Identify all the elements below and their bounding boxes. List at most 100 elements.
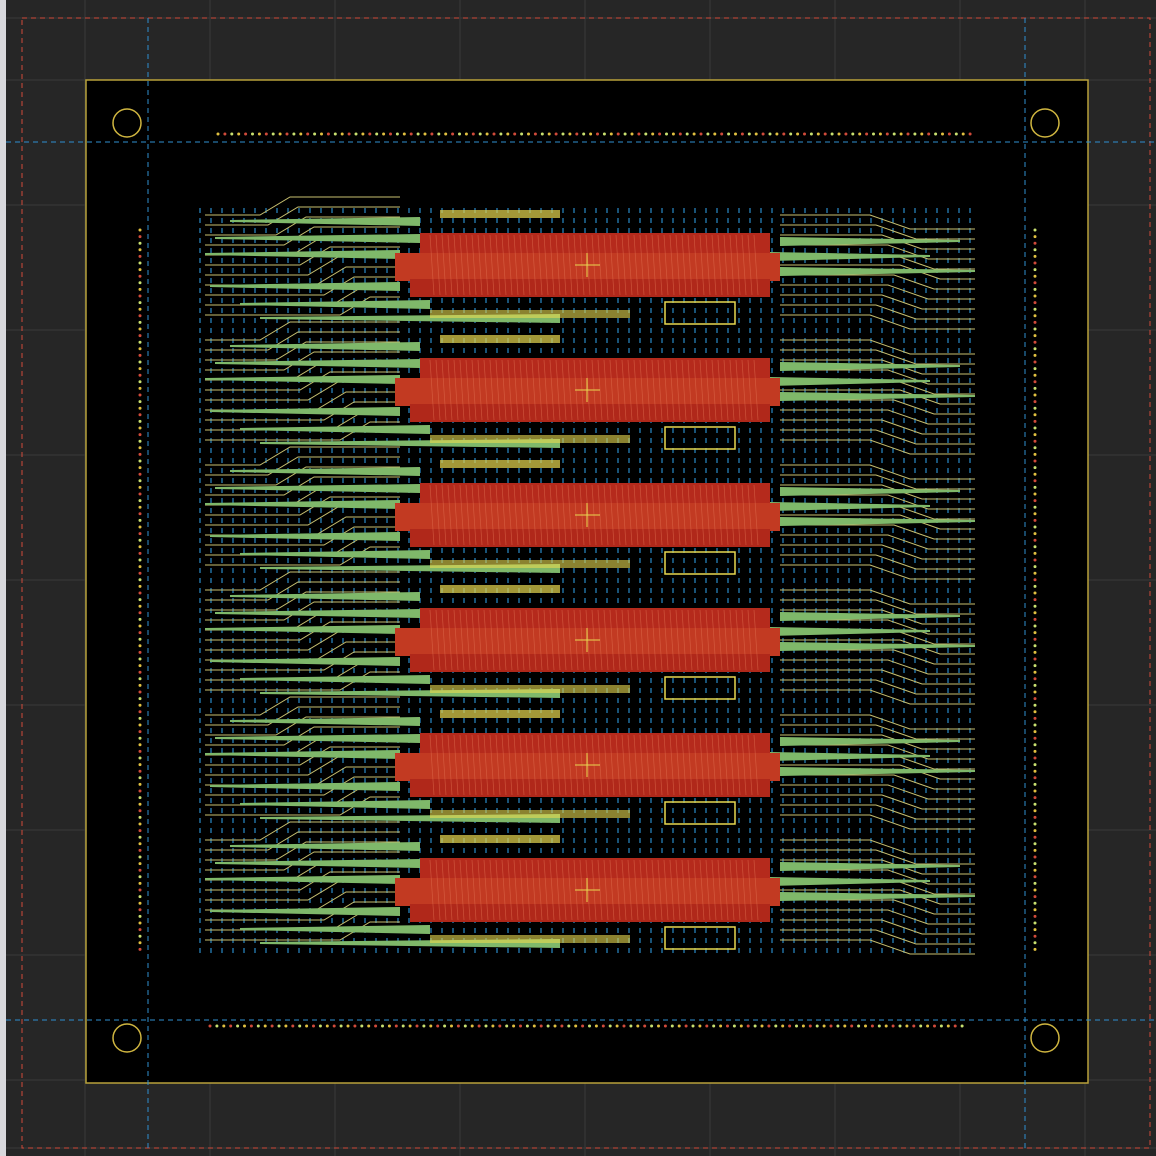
pin: [139, 856, 142, 859]
pin: [581, 1025, 584, 1028]
pin: [223, 133, 226, 136]
pin: [769, 133, 772, 136]
pin: [382, 133, 385, 136]
board-outline: [86, 80, 1088, 1083]
pin: [139, 618, 142, 621]
pin: [139, 374, 142, 377]
pin: [505, 1025, 508, 1028]
pin: [139, 710, 142, 713]
pin: [1034, 473, 1037, 476]
pin: [741, 133, 744, 136]
pin: [809, 1025, 812, 1028]
pin: [962, 133, 965, 136]
pin: [941, 133, 944, 136]
pin: [1034, 717, 1037, 720]
pin: [312, 1025, 315, 1028]
pin: [139, 288, 142, 291]
pin: [395, 1025, 398, 1028]
pad-strip: [440, 335, 560, 343]
pin: [665, 133, 668, 136]
pin: [279, 133, 282, 136]
pin: [1034, 387, 1037, 390]
pin: [644, 133, 647, 136]
pin: [734, 133, 737, 136]
pin: [693, 133, 696, 136]
pin: [139, 387, 142, 390]
pin: [1034, 334, 1037, 337]
pin: [947, 1025, 950, 1028]
pin: [299, 133, 302, 136]
pin: [139, 737, 142, 740]
pin: [139, 902, 142, 905]
pin: [698, 1025, 701, 1028]
pin: [629, 1025, 632, 1028]
pin: [403, 133, 406, 136]
pin: [402, 1025, 405, 1028]
pin: [361, 133, 364, 136]
pin: [1034, 400, 1037, 403]
pin: [1034, 849, 1037, 852]
pin: [850, 1025, 853, 1028]
pin: [1034, 658, 1037, 661]
pin: [139, 763, 142, 766]
pin: [1034, 229, 1037, 232]
pin: [1034, 908, 1037, 911]
pin: [298, 1025, 301, 1028]
pin: [139, 658, 142, 661]
pin: [1034, 446, 1037, 449]
pin: [864, 1025, 867, 1028]
pin: [589, 133, 592, 136]
pin: [139, 559, 142, 562]
pin: [1034, 625, 1037, 628]
pin: [139, 829, 142, 832]
pin: [582, 133, 585, 136]
pin: [540, 1025, 543, 1028]
pin: [1034, 493, 1037, 496]
pin: [139, 691, 142, 694]
pin: [934, 133, 937, 136]
pin: [139, 644, 142, 647]
pin: [1034, 730, 1037, 733]
pin: [139, 565, 142, 568]
pin: [782, 133, 785, 136]
pin: [1034, 724, 1037, 727]
pin: [388, 1025, 391, 1028]
pin: [1034, 545, 1037, 548]
pin: [292, 133, 295, 136]
pin: [305, 1025, 308, 1028]
pin: [1034, 803, 1037, 806]
pin: [886, 133, 889, 136]
pin: [139, 466, 142, 469]
pin: [340, 1025, 343, 1028]
pin: [424, 133, 427, 136]
pin: [264, 1025, 267, 1028]
pin: [139, 849, 142, 852]
pin: [139, 783, 142, 786]
pin: [843, 1025, 846, 1028]
pin: [451, 133, 454, 136]
pin: [1034, 882, 1037, 885]
pin: [139, 823, 142, 826]
pin: [139, 440, 142, 443]
pin: [678, 1025, 681, 1028]
pin: [374, 1025, 377, 1028]
pin: [603, 133, 606, 136]
pin: [595, 1025, 598, 1028]
pin: [1034, 565, 1037, 568]
pin: [139, 862, 142, 865]
pin: [1034, 631, 1037, 634]
pad-strip: [430, 310, 630, 318]
pin: [1034, 532, 1037, 535]
pin: [1034, 611, 1037, 614]
pin: [795, 1025, 798, 1028]
pin: [139, 928, 142, 931]
pin: [547, 1025, 550, 1028]
pin: [139, 684, 142, 687]
pad-strip: [440, 710, 560, 718]
pin: [139, 460, 142, 463]
pin: [139, 479, 142, 482]
pin: [679, 133, 682, 136]
pin: [215, 1025, 218, 1028]
pin: [1034, 592, 1037, 595]
pin: [139, 750, 142, 753]
